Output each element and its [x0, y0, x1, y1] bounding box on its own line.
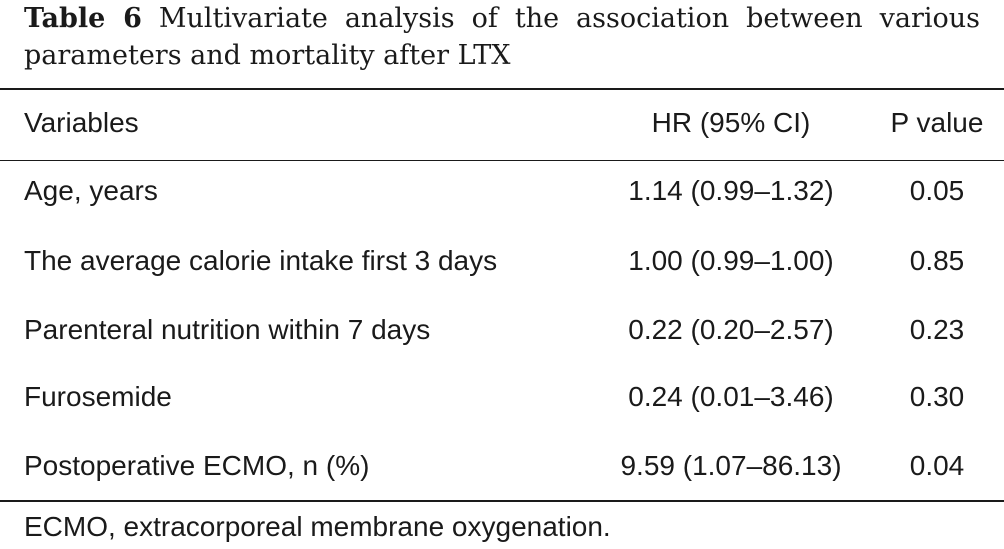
table-header-rule: [0, 160, 1004, 161]
table-top-rule: [0, 88, 1004, 90]
row-p: 0.30: [909, 381, 965, 412]
row-hr: 1.14 (0.99–1.32): [628, 175, 834, 206]
table-caption-label: Table 6: [24, 3, 142, 34]
row-variable: Age, years: [24, 175, 158, 206]
table-footnote: ECMO, extracorporeal membrane oxygenatio…: [24, 511, 611, 542]
row-p: 0.04: [909, 450, 965, 481]
header-variables: Variables: [24, 107, 139, 138]
row-variable: Postoperative ECMO, n (%): [24, 450, 370, 481]
row-hr: 0.24 (0.01–3.46): [628, 381, 834, 412]
row-variable: Furosemide: [24, 381, 172, 412]
header-p-value: P value: [890, 107, 984, 138]
table-bottom-rule: [0, 500, 1004, 502]
table-caption: Table 6 Multivariate analysis of the ass…: [24, 0, 980, 74]
row-variable: The average calorie intake first 3 days: [24, 245, 498, 276]
row-hr: 0.22 (0.20–2.57): [628, 314, 834, 345]
row-hr: 1.00 (0.99–1.00): [628, 245, 834, 276]
row-variable: Parenteral nutrition within 7 days: [24, 314, 431, 345]
row-p: 0.85: [909, 245, 965, 276]
row-hr: 9.59 (1.07–86.13): [620, 450, 842, 481]
row-p: 0.05: [909, 175, 965, 206]
row-p: 0.23: [909, 314, 965, 345]
table-caption-text: Multivariate analysis of the association…: [24, 3, 980, 71]
header-hr-ci: HR (95% CI): [651, 107, 811, 138]
